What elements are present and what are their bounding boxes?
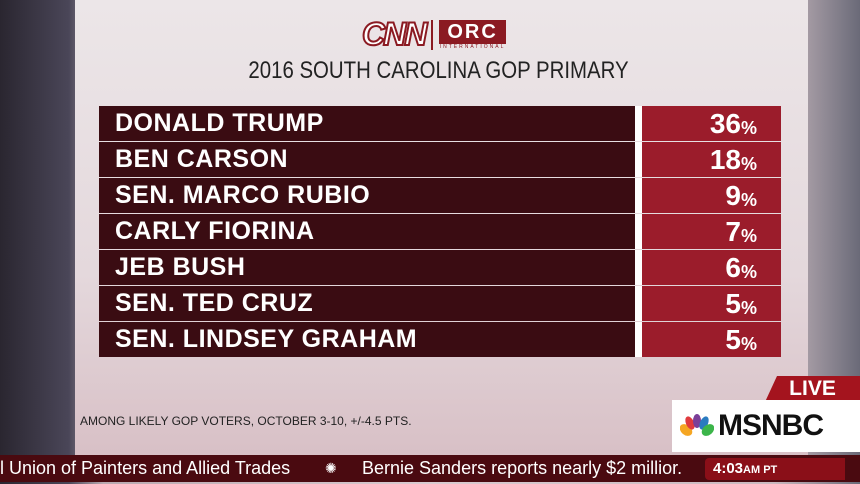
orc-logo-text: ORC xyxy=(439,19,506,44)
candidate-percent: 6% xyxy=(642,250,781,285)
candidate-percent: 9% xyxy=(642,178,781,213)
percent-sign: % xyxy=(741,262,758,282)
orc-logo: ORC INTERNATIONAL xyxy=(439,19,506,50)
result-row: CARLY FIORINA 7% xyxy=(99,214,781,249)
percent-value: 36 xyxy=(709,108,741,139)
row-divider xyxy=(635,106,642,141)
candidate-name: CARLY FIORINA xyxy=(99,214,635,249)
clock-ampm: AM PT xyxy=(743,464,778,476)
percent-sign: % xyxy=(741,226,758,246)
orc-logo-sub: INTERNATIONAL xyxy=(439,43,506,50)
row-divider xyxy=(635,286,642,321)
row-divider xyxy=(635,322,642,357)
percent-sign: % xyxy=(741,154,758,174)
result-row: SEN. LINDSEY GRAHAM 5% xyxy=(99,322,781,357)
msnbc-logo-text: MSNBC xyxy=(718,409,824,442)
logo-divider xyxy=(431,19,434,50)
candidate-name: SEN. LINDSEY GRAHAM xyxy=(99,322,635,357)
candidate-percent: 5% xyxy=(642,322,781,357)
row-divider xyxy=(635,142,642,177)
row-divider xyxy=(635,250,642,285)
candidate-name: SEN. MARCO RUBIO xyxy=(99,178,635,213)
percent-sign: % xyxy=(741,190,758,210)
candidate-name: BEN CARSON xyxy=(99,142,635,177)
result-row: DONALD TRUMP 36% xyxy=(99,106,781,141)
percent-value: 5 xyxy=(725,324,741,355)
result-row: BEN CARSON 18% xyxy=(99,142,781,177)
candidate-name: JEB BUSH xyxy=(99,250,635,285)
row-divider xyxy=(635,214,642,249)
candidate-name: SEN. TED CRUZ xyxy=(99,286,635,321)
ticker-item: Bernie Sanders reports nearly $2 millior… xyxy=(362,458,683,478)
footnote: AMONG LIKELY GOP VOTERS, OCTOBER 3-10, +… xyxy=(80,414,412,428)
candidate-percent: 7% xyxy=(642,214,781,249)
candidate-percent: 18% xyxy=(642,142,781,177)
percent-value: 6 xyxy=(725,252,741,283)
clock-time: 4:03 xyxy=(713,460,744,477)
peacock-separator-icon: ✺ xyxy=(325,460,337,476)
percent-value: 9 xyxy=(725,180,741,211)
row-divider xyxy=(635,178,642,213)
cnn-logo: CNN xyxy=(361,15,428,53)
result-row: SEN. TED CRUZ 5% xyxy=(99,286,781,321)
percent-sign: % xyxy=(741,298,758,318)
result-row: SEN. MARCO RUBIO 9% xyxy=(99,178,781,213)
cnn-orc-logo: CNN ORC INTERNATIONAL xyxy=(361,15,506,53)
peacock-icon xyxy=(680,414,714,436)
ticker-item: l Union of Painters and Allied Trades xyxy=(0,458,291,478)
candidate-percent: 36% xyxy=(642,106,781,141)
msnbc-bug: MSNBC xyxy=(672,400,860,452)
percent-sign: % xyxy=(741,334,758,354)
percent-value: 7 xyxy=(725,216,741,247)
candidate-percent: 5% xyxy=(642,286,781,321)
results-table: DONALD TRUMP 36% BEN CARSON 18% SEN. MARCO R… xyxy=(99,106,781,358)
percent-sign: % xyxy=(741,118,758,138)
poll-title: 2016 SOUTH CAROLINA GOP PRIMARY xyxy=(248,57,629,84)
percent-value: 18 xyxy=(709,144,741,175)
percent-value: 5 xyxy=(725,288,741,319)
clock: 4:03AM PT xyxy=(705,458,845,480)
result-row: JEB BUSH 6% xyxy=(99,250,781,285)
live-badge: LIVE xyxy=(765,376,860,402)
candidate-name: DONALD TRUMP xyxy=(99,106,635,141)
